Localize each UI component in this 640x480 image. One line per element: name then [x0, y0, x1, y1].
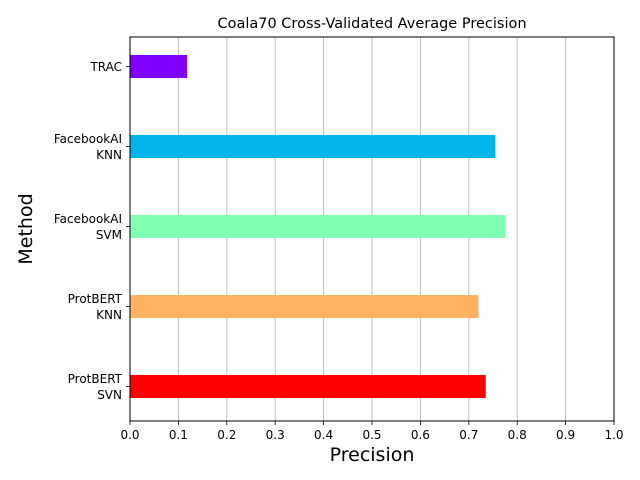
chart-title: Coala70 Cross-Validated Average Precisio…: [217, 16, 526, 32]
x-tick-label: 0.0: [120, 428, 139, 442]
y-tick-label: KNN: [96, 148, 122, 162]
x-tick-label: 1.0: [604, 428, 623, 442]
bar: [130, 295, 479, 318]
y-tick-label: FacebookAI: [54, 132, 122, 146]
bar: [130, 375, 486, 398]
x-tick-label: 0.1: [169, 428, 188, 442]
bar: [130, 55, 188, 78]
bar-group: [130, 55, 506, 398]
bar: [130, 135, 496, 158]
y-axis-label: Method: [15, 193, 37, 264]
bar: [130, 215, 506, 238]
x-axis-ticks: 0.0 0.1 0.2 0.3 0.4 0.5 0.6 0.7 0.8 0.9 1.0: [120, 421, 624, 442]
x-tick-label: 0.5: [362, 428, 381, 442]
y-tick-label: ProtBERT: [68, 372, 123, 386]
y-tick-label: FacebookAI: [54, 212, 122, 226]
y-axis-ticks: ProtBERT SVN ProtBERT KNN FacebookAI SVM Faceb…: [54, 60, 130, 402]
y-tick-label: TRAC: [89, 60, 122, 74]
x-tick-label: 0.2: [217, 428, 236, 442]
x-tick-label: 0.7: [459, 428, 478, 442]
x-tick-label: 0.3: [266, 428, 285, 442]
y-tick-label: SVN: [97, 388, 122, 402]
plot-frame: [129, 36, 615, 422]
x-tick-label: 0.8: [508, 428, 527, 442]
y-tick-label: ProtBERT: [68, 292, 123, 306]
x-tick-label: 0.9: [556, 428, 575, 442]
x-tick-label: 0.6: [411, 428, 430, 442]
y-tick-label: KNN: [96, 308, 122, 322]
x-tick-label: 0.4: [314, 428, 333, 442]
y-tick-label: SVM: [96, 228, 122, 242]
x-axis-label: Precision: [330, 444, 415, 466]
